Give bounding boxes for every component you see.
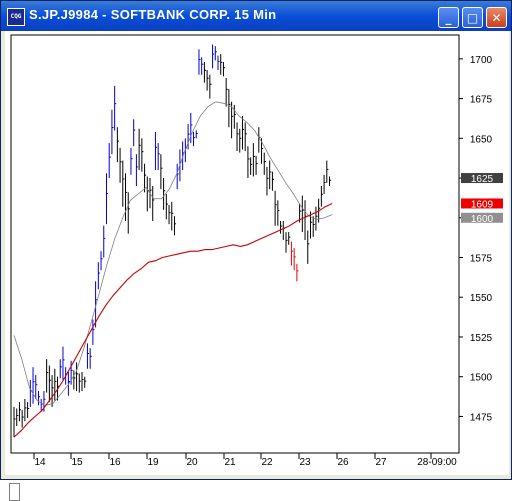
- y-tick-label: 1700: [470, 55, 493, 66]
- x-tick-label: 22: [261, 457, 273, 468]
- y-tick-label: 1500: [470, 373, 493, 384]
- plot-frame: [10, 34, 460, 454]
- minimize-button[interactable]: _: [438, 7, 459, 28]
- y-tick-label: 1575: [470, 254, 493, 265]
- chart-area[interactable]: 1475 1500 1525 1550 1575 1600 1625 1650 1675 1700…: [5, 31, 509, 501]
- chart-scroll-handle[interactable]: [9, 483, 20, 501]
- x-tick-label: 26: [337, 457, 349, 468]
- price-chart[interactable]: 1475 1500 1525 1550 1575 1600 1625 1650 1675 1700…: [5, 31, 509, 475]
- price-tag-label: 1609: [471, 199, 494, 210]
- y-tick-label: 1675: [470, 95, 493, 106]
- x-tick-label: 20: [186, 457, 198, 468]
- maximize-button[interactable]: □: [462, 7, 483, 28]
- x-tick-label: 16: [109, 457, 121, 468]
- y-tick-label: 1525: [470, 333, 493, 344]
- title-bar[interactable]: CQG S.JP.J9984 - SOFTBANK CORP. 15 Min _…: [1, 1, 511, 31]
- price-tag: [461, 212, 503, 223]
- y-tick-label: 1475: [470, 412, 493, 423]
- price-tag: [461, 198, 503, 209]
- x-tick-label: 28-09:00: [417, 457, 457, 468]
- x-tick-label: 14: [34, 457, 46, 468]
- x-tick-label: 21: [224, 457, 236, 468]
- x-tick-label: 23: [299, 457, 311, 468]
- long-average-line: [13, 202, 333, 438]
- window-title: S.JP.J9984 - SOFTBANK CORP. 15 Min: [29, 7, 277, 22]
- y-tick-label: 1650: [470, 134, 493, 145]
- close-button[interactable]: ✕: [486, 7, 507, 28]
- y-tick-label: 1550: [470, 293, 493, 304]
- price-tag: [461, 173, 503, 184]
- price-tag-label: 1625: [471, 174, 494, 185]
- x-tick-label: 15: [71, 457, 83, 468]
- price-tag-label: 1600: [471, 214, 494, 225]
- app-icon[interactable]: CQG: [7, 8, 25, 26]
- short-average-line: [13, 101, 333, 406]
- x-tick-label: 27: [375, 457, 387, 468]
- x-tick-label: 19: [147, 457, 159, 468]
